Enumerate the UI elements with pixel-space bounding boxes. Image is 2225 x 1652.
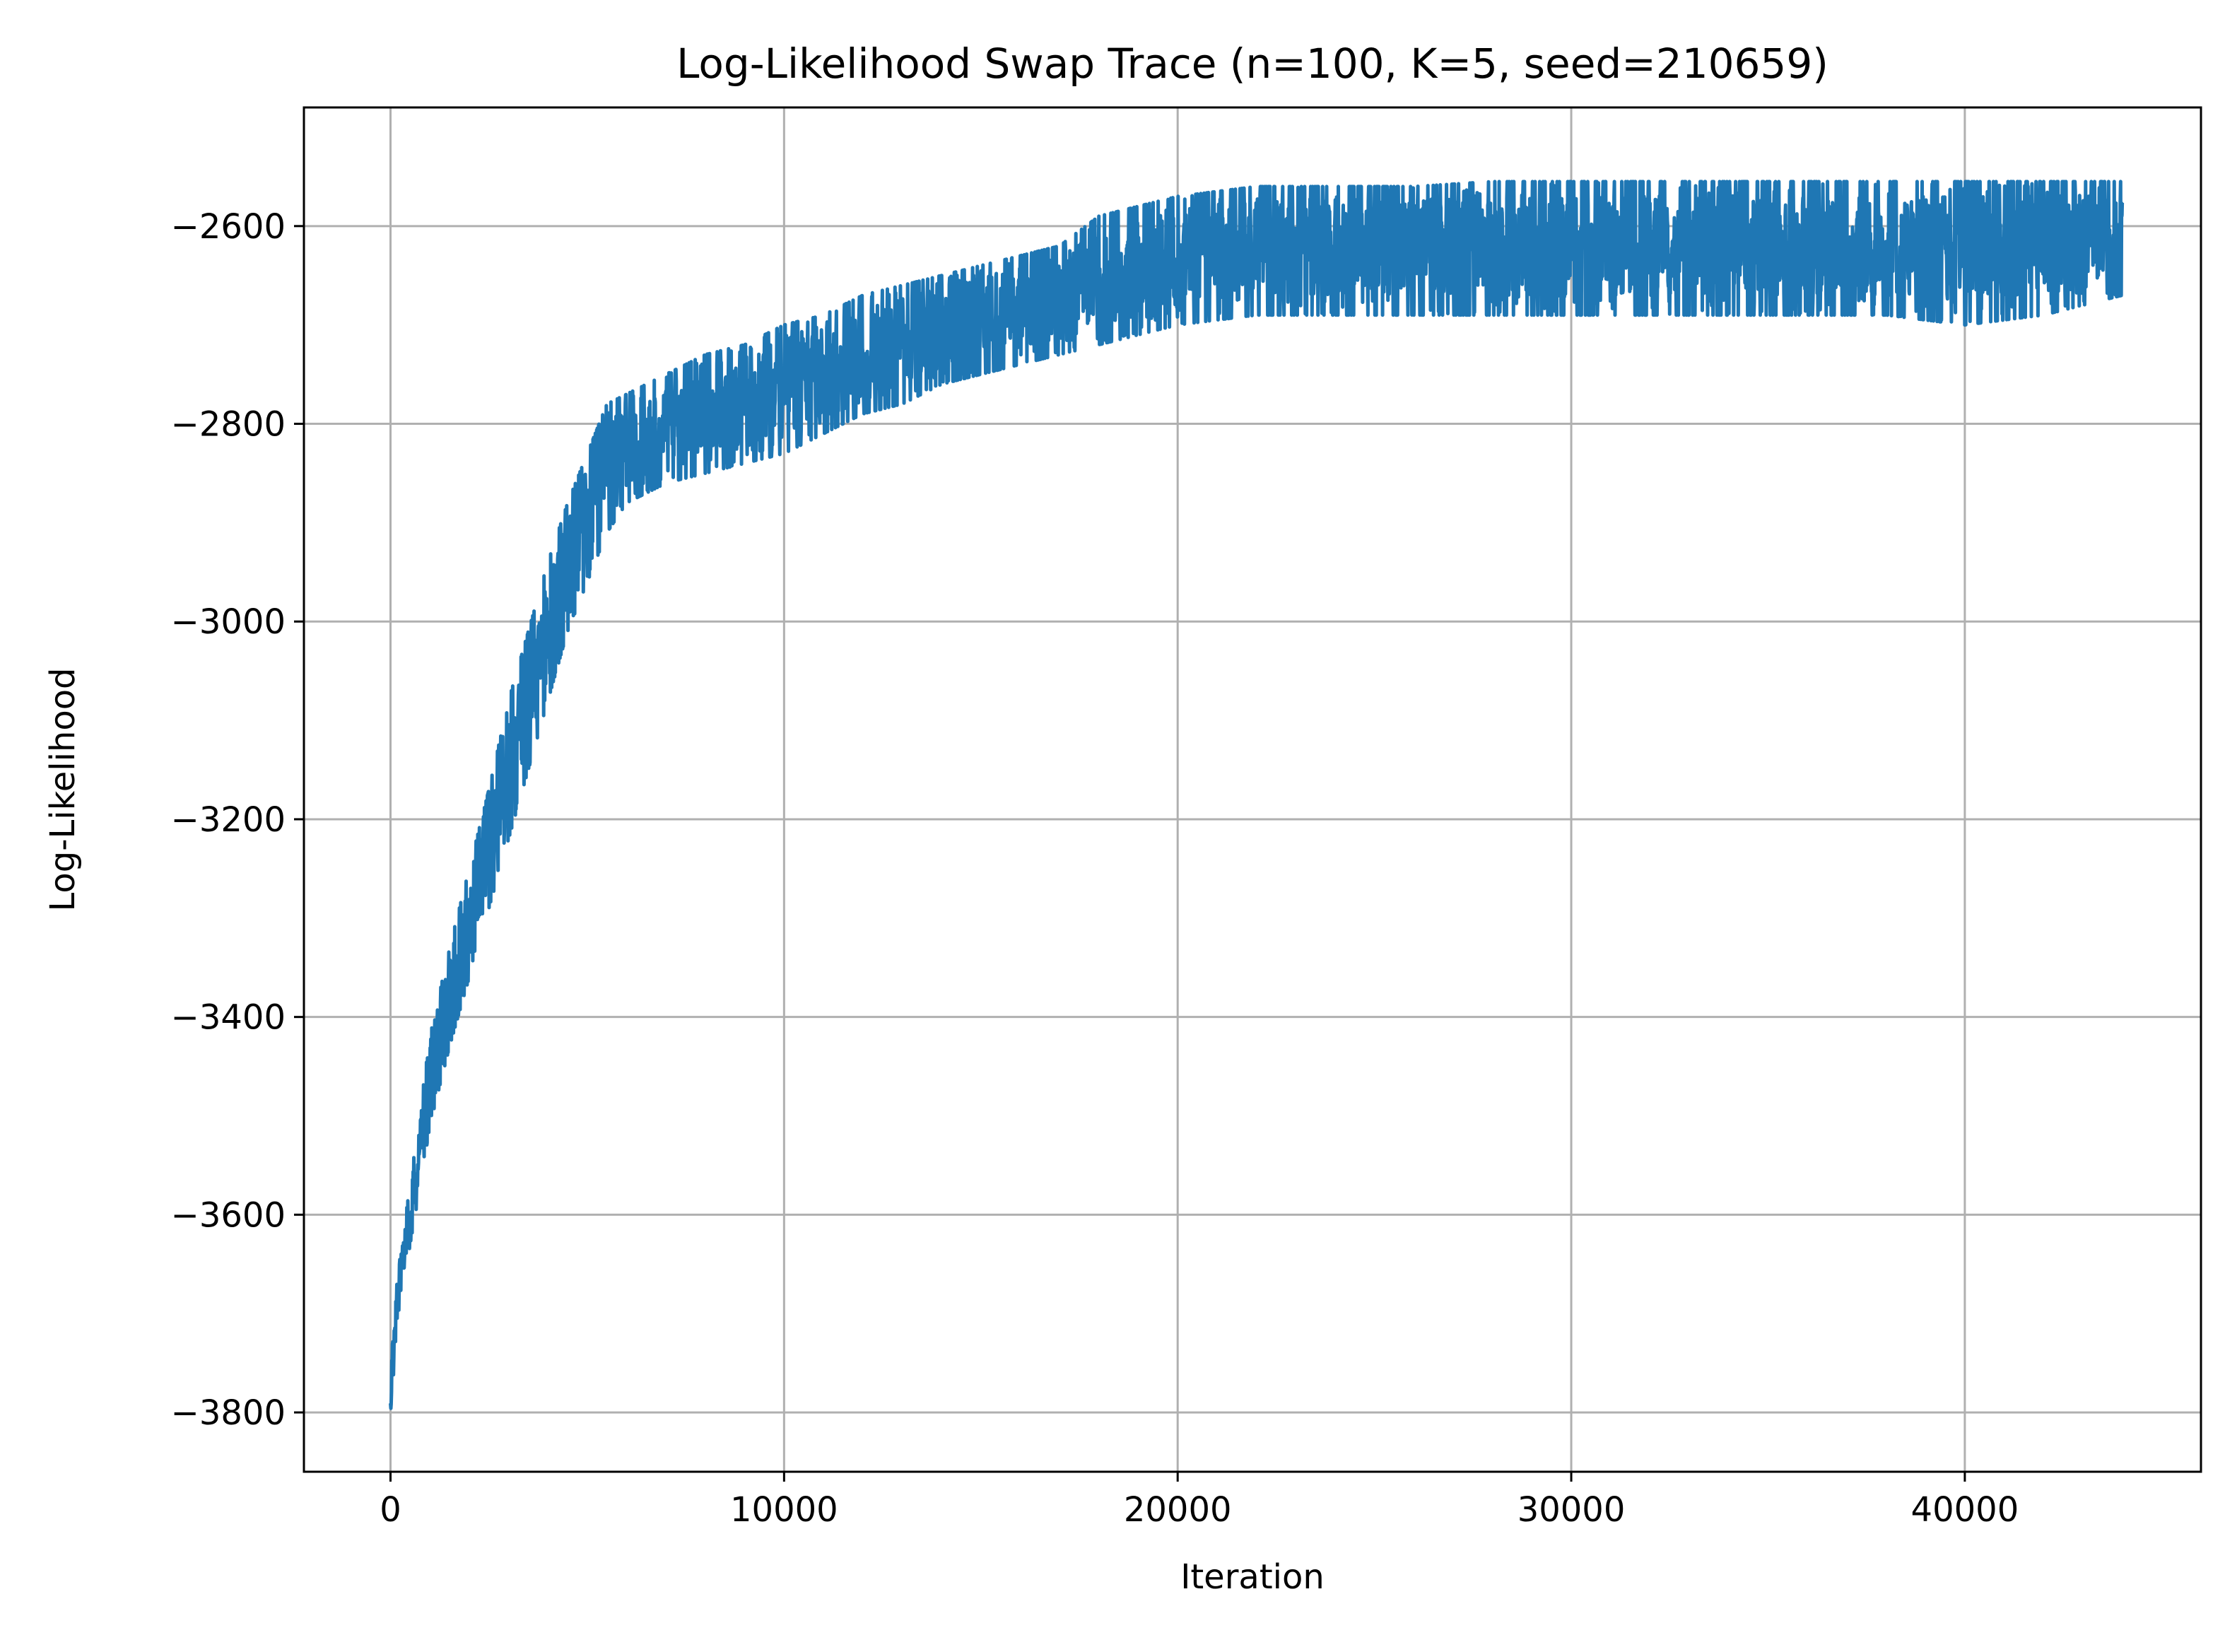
y-tick-label: −3800 [171,1393,286,1433]
y-tick-label: −2800 [171,405,286,445]
y-tick-label: −3400 [171,998,286,1038]
x-tick-label: 10000 [730,1490,838,1530]
x-tick-label: 0 [380,1490,401,1530]
y-tick-label: −3200 [171,800,286,840]
x-tick-label: 20000 [1124,1490,1232,1530]
chart-title: Log-Likelihood Swap Trace (n=100, K=5, s… [676,40,1828,88]
x-tick-label: 30000 [1517,1490,1626,1530]
x-tick-label: 40000 [1911,1490,2019,1530]
ticks: 0 10000 20000 30000 40000 −3800 −3600 −3400 −320… [171,207,2019,1530]
y-tick-label: −2600 [171,207,286,247]
y-tick-label: −3000 [171,602,286,642]
y-axis-title: Log-Likelihood [43,667,83,911]
y-tick-label: −3600 [171,1195,286,1235]
series-line [389,180,2125,1410]
plot-frame [303,106,2202,1473]
data-layer [389,180,2125,1410]
x-axis-title: Iteration [1180,1557,1325,1597]
grid [304,107,2201,1472]
